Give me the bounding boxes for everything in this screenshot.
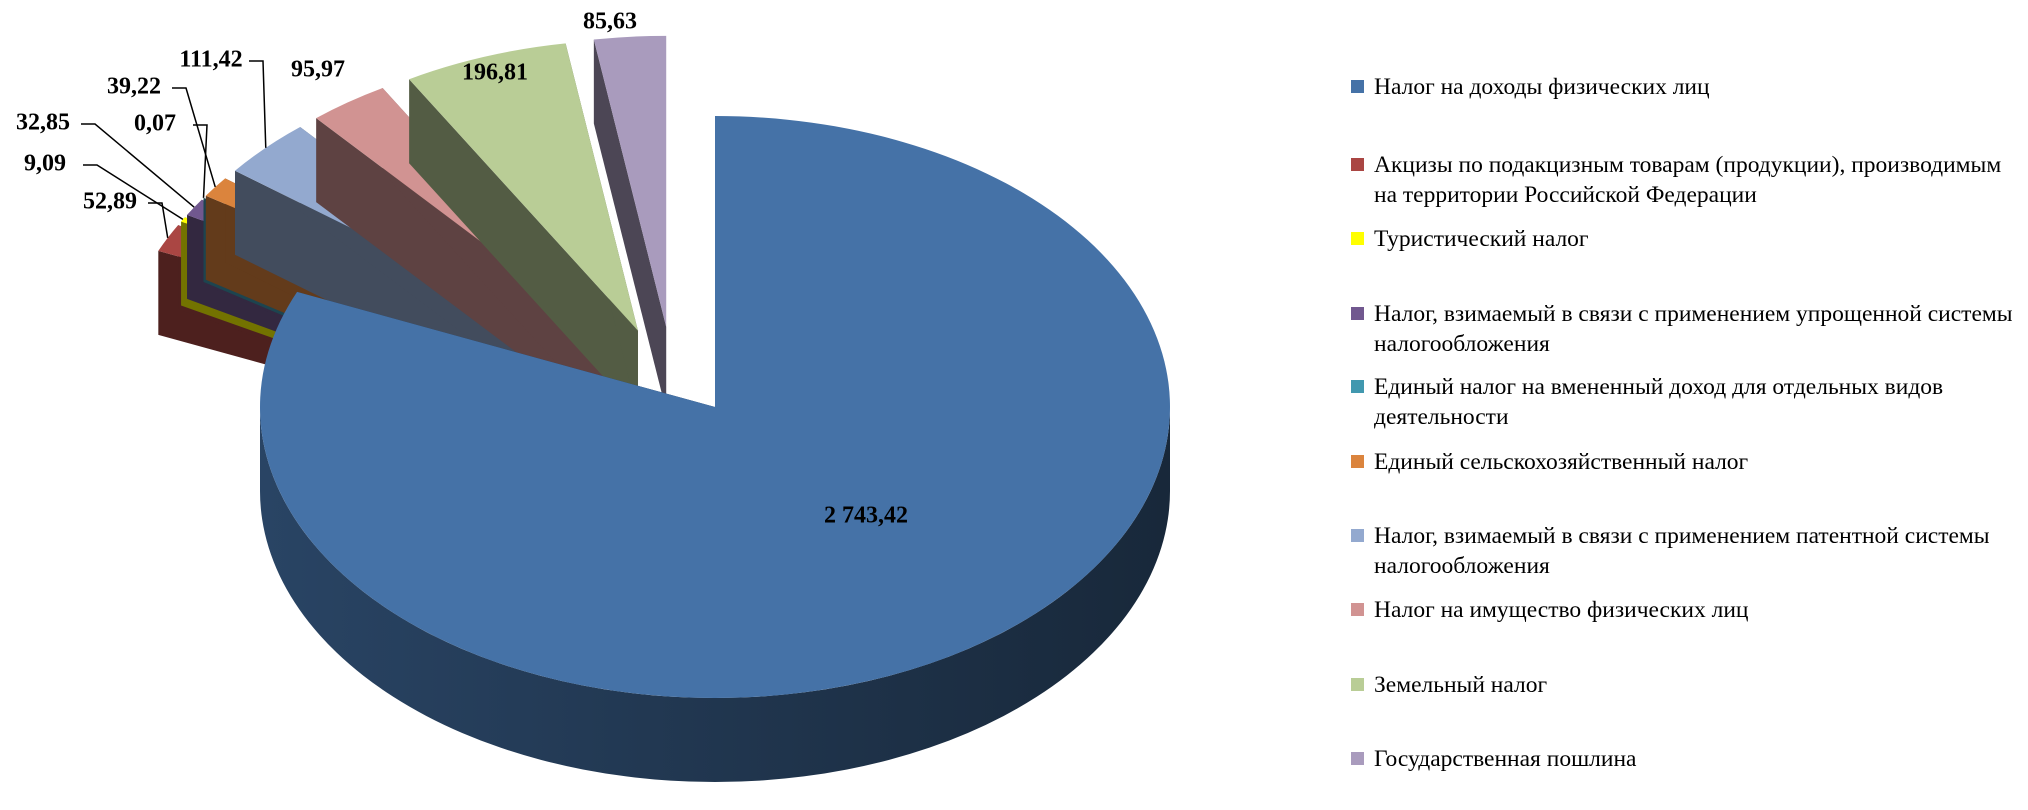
legend-swatch <box>1351 380 1364 393</box>
legend-label: Акцизы по подакцизным товарам (продукции… <box>1374 152 2002 208</box>
slice-top <box>259 116 1170 698</box>
legend-item: Налог на доходы физических лиц <box>1351 72 2021 102</box>
legend-swatch <box>1351 232 1364 245</box>
legend-item: Налог на имущество физических лиц <box>1351 595 2021 625</box>
slice-wall <box>316 118 612 424</box>
legend-swatch <box>1351 158 1364 171</box>
legend-item: Налог, взимаемый в связи с применением п… <box>1351 521 2021 581</box>
legend-swatch <box>1351 455 1364 468</box>
legend-label: Государственная пошлина <box>1374 746 1637 772</box>
leader-line <box>83 164 184 221</box>
slice <box>259 116 1170 782</box>
leader-line <box>81 123 195 208</box>
legend-label: Налог на доходы физических лиц <box>1374 74 1710 100</box>
slice-side <box>260 407 1170 782</box>
data-label: 0,07 <box>134 111 176 137</box>
leader-line <box>148 202 169 239</box>
data-label: 2 743,42 <box>824 503 908 529</box>
legend-swatch <box>1351 80 1364 93</box>
legend-item: Единый сельскохозяйственный налог <box>1351 447 2021 477</box>
leader-line <box>249 60 267 148</box>
slice <box>593 35 667 411</box>
legend-item: Акцизы по подакцизным товарам (продукции… <box>1351 150 2021 210</box>
legend-item: Государственная пошлина <box>1351 744 2021 774</box>
data-label: 32,85 <box>16 110 70 136</box>
data-label: 39,22 <box>107 74 161 100</box>
legend-label: Единый сельскохозяйственный налог <box>1374 449 1749 475</box>
data-label: 196,81 <box>462 60 528 86</box>
leader-line <box>172 87 216 188</box>
legend-label: Налог на имущество физических лиц <box>1374 597 1749 623</box>
legend-item: Единый налог на вмененный доход для отде… <box>1351 372 2021 432</box>
slice-top <box>593 35 667 327</box>
slice-top <box>409 43 638 331</box>
data-label: 85,63 <box>583 9 637 35</box>
data-label: 9,09 <box>24 151 66 177</box>
legend-label: Налог, взимаемый в связи с применением у… <box>1374 301 2013 357</box>
slice <box>409 43 638 415</box>
legend-label: Единый налог на вмененный доход для отде… <box>1374 374 1944 430</box>
legend-label: Налог, взимаемый в связи с применением п… <box>1374 523 1990 579</box>
legend-swatch <box>1351 752 1364 765</box>
legend-label: Туристический налог <box>1374 226 1589 252</box>
data-label: 52,89 <box>83 189 137 215</box>
data-label: 95,97 <box>291 57 345 83</box>
legend-item: Налог, взимаемый в связи с применением у… <box>1351 299 2021 359</box>
legend-swatch <box>1351 307 1364 320</box>
slice-wall <box>409 79 638 415</box>
legend-swatch <box>1351 529 1364 542</box>
slice-wall <box>593 39 667 411</box>
legend-swatch <box>1351 603 1364 616</box>
legend-label: Земельный налог <box>1374 672 1548 698</box>
data-label: 111,42 <box>179 47 242 73</box>
legend-item: Земельный налог <box>1351 670 2021 700</box>
legend-swatch <box>1351 678 1364 691</box>
legend-item: Туристический налог <box>1351 224 2021 254</box>
